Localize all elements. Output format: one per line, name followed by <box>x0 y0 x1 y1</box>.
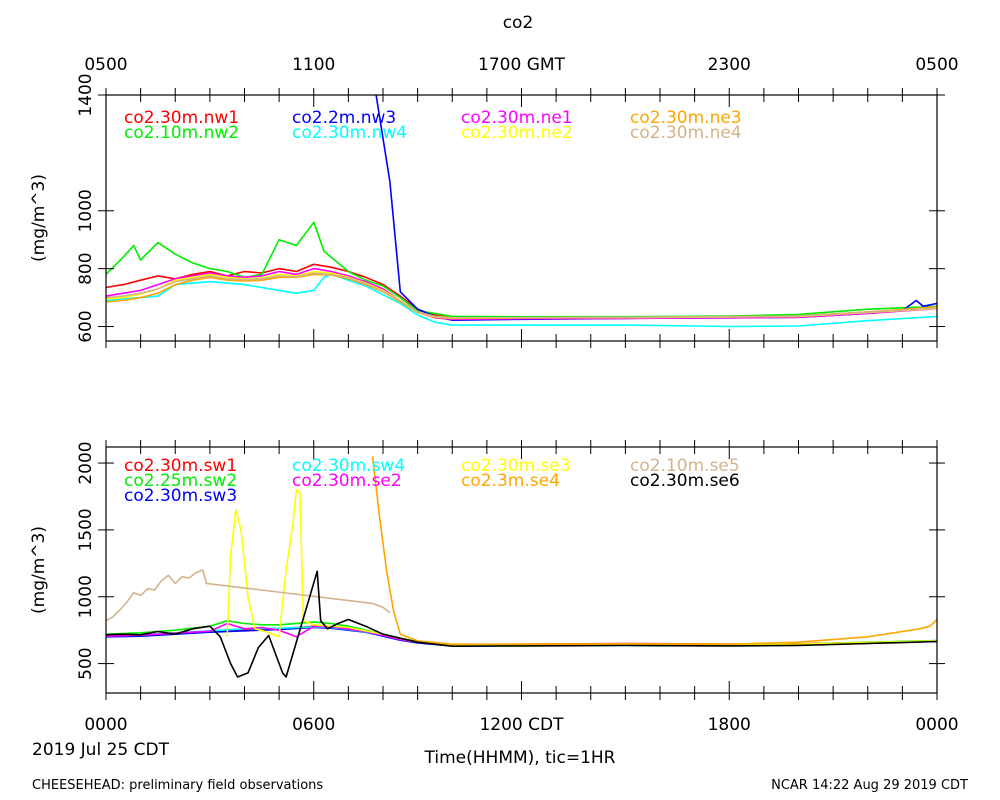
legend-entry-co2.30m.sw3: co2.30m.sw3 <box>124 486 237 506</box>
series-line-co2.30m.se6 <box>106 570 937 678</box>
chart-title: co2 <box>503 13 534 33</box>
y-tick-label: 1000 <box>76 189 96 232</box>
top-x-tick-label: 0500 <box>915 55 958 75</box>
series-line-co2.30m.ne3 <box>106 273 937 320</box>
legend-entry-co2.2m.nw3: co2.2m.nw3 <box>292 108 396 128</box>
y-axis-label: (mg/m^3) <box>29 174 49 262</box>
bottom-x-tick-label: 0000 <box>915 715 958 735</box>
y-tick-label: 600 <box>76 310 96 342</box>
bottom-x-tick-label: 0000 <box>84 715 127 735</box>
legend-entry-co2.10m.nw2: co2.10m.nw2 <box>124 123 239 143</box>
legend-entry-co2.30m.se2: co2.30m.se2 <box>292 471 402 491</box>
legend-entry-co2.25m.sw2: co2.25m.sw2 <box>124 471 237 491</box>
series-line-co2.3m.se4 <box>371 456 937 645</box>
series-line-co2.30m.ne1 <box>106 267 937 321</box>
top-x-tick-label: 2300 <box>708 55 751 75</box>
legend-entry-co2.30m.sw1: co2.30m.sw1 <box>124 456 237 476</box>
series-line-co2.30m.nw4 <box>106 273 937 328</box>
series-line-co2.30m.ne4 <box>106 272 937 319</box>
series-line-co2.30m.sw4 <box>106 626 937 646</box>
legend-entry-co2.30m.nw1: co2.30m.nw1 <box>124 108 239 128</box>
footer-right: NCAR 14:22 Aug 29 2019 CDT <box>771 778 968 793</box>
legend-entry-co2.30m.ne2: co2.30m.ne2 <box>461 123 573 143</box>
bottom-x-tick-label: 1800 <box>708 715 751 735</box>
bottom-panel: 500 1000 1500 2000 (mg/m^3) co2.30m.sw1co2.25… <box>29 440 945 700</box>
series-line-co2.30m.se2 <box>106 622 937 647</box>
legend-entry-co2.3m.se4: co2.3m.se4 <box>461 471 560 491</box>
bottom-x-tick-label: 0600 <box>292 715 335 735</box>
top-x-tick-label: 0500 <box>84 55 127 75</box>
y-tick-label: 2000 <box>76 441 96 484</box>
top-series-group <box>106 95 937 328</box>
top-x-tick-label: 1100 <box>292 55 335 75</box>
y-tick-label: 500 <box>76 647 96 679</box>
series-line-co2.10m.se5 <box>106 569 391 622</box>
y-tick-label: 1400 <box>76 73 96 116</box>
legend-entry-co2.30m.se6: co2.30m.se6 <box>630 471 740 491</box>
y-tick-label: 1500 <box>76 508 96 551</box>
bottom-x-tick-label: 1200 CDT <box>479 715 564 735</box>
top-panel: 600 800 1000 1400 (mg/m^3) co2.30m.nw1co2.10m… <box>29 73 945 348</box>
legend-entry-co2.30m.sw4: co2.30m.sw4 <box>292 456 405 476</box>
bottom-series-group <box>106 456 937 678</box>
legend-entry-co2.30m.se3: co2.30m.se3 <box>461 456 571 476</box>
series-line-co2.10m.nw2 <box>106 221 937 318</box>
y-tick-label: 800 <box>76 252 96 284</box>
y-tick-label: 1000 <box>76 575 96 618</box>
date-label: 2019 Jul 25 CDT <box>32 740 170 760</box>
x-axis-label: Time(HHMM), tic=1HR <box>424 748 616 768</box>
legend-entry-co2.30m.ne4: co2.30m.ne4 <box>630 123 742 143</box>
footer-left: CHEESEHEAD: preliminary field observatio… <box>32 778 323 793</box>
top-x-tick-label: 1700 GMT <box>478 55 566 75</box>
legend-entry-co2.30m.nw4: co2.30m.nw4 <box>292 123 407 143</box>
legend-entry-co2.10m.se5: co2.10m.se5 <box>630 456 740 476</box>
legend-entry-co2.30m.ne3: co2.30m.ne3 <box>630 108 742 128</box>
y-axis-label: (mg/m^3) <box>29 526 49 614</box>
legend-entry-co2.30m.ne1: co2.30m.ne1 <box>461 108 573 128</box>
series-line-co2.30m.se3 <box>226 489 937 646</box>
